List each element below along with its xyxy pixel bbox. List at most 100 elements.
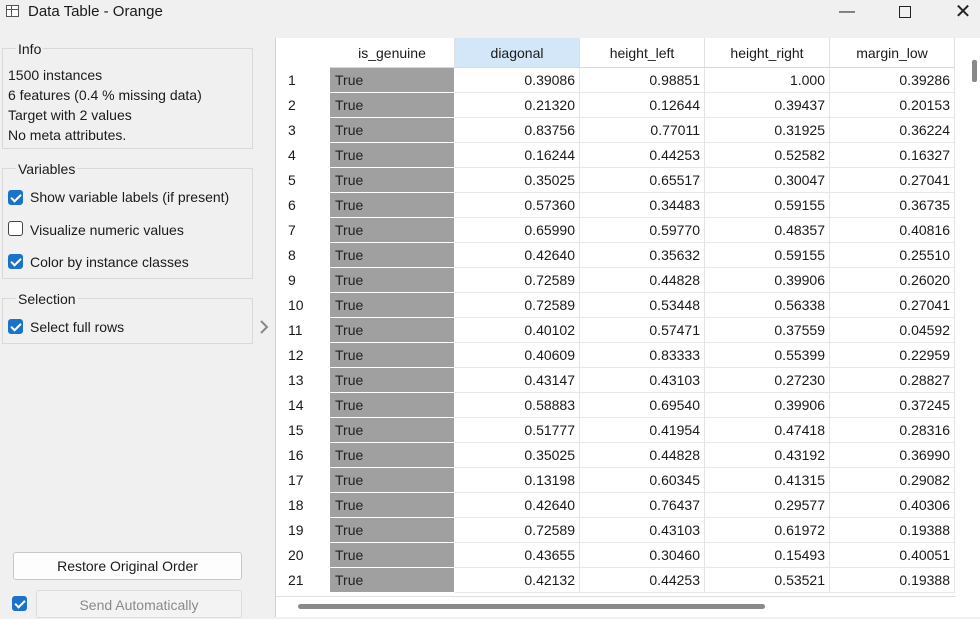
value-cell[interactable]: 0.44828 (580, 268, 705, 293)
value-cell[interactable]: 0.28827 (830, 368, 955, 393)
value-cell[interactable]: 0.72589 (455, 518, 580, 543)
table-row[interactable]: 2 True 0.21320 0.12644 0.39437 0.20153 (276, 93, 956, 118)
value-cell[interactable]: 0.59155 (705, 193, 830, 218)
class-cell[interactable]: True (330, 543, 454, 567)
class-cell[interactable]: True (330, 443, 454, 467)
value-cell[interactable]: 0.13198 (455, 468, 580, 493)
value-cell[interactable]: 0.29577 (705, 493, 830, 518)
value-cell[interactable]: 0.40051 (830, 543, 955, 568)
horizontal-scrollbar[interactable] (298, 604, 765, 609)
table-row[interactable]: 15 True 0.51777 0.41954 0.47418 0.28316 (276, 418, 956, 443)
value-cell[interactable]: 0.41315 (705, 468, 830, 493)
table-row[interactable]: 13 True 0.43147 0.43103 0.27230 0.28827 (276, 368, 956, 393)
table-row[interactable]: 9 True 0.72589 0.44828 0.39906 0.26020 (276, 268, 956, 293)
value-cell[interactable]: 0.35025 (455, 168, 580, 193)
color-by-class-checkbox[interactable] (8, 254, 23, 269)
class-cell[interactable]: True (330, 193, 454, 217)
class-cell[interactable]: True (330, 393, 454, 417)
send-auto-checkbox[interactable] (12, 596, 27, 611)
show-labels-label[interactable]: Show variable labels (if present) (30, 189, 230, 205)
value-cell[interactable]: 0.53521 (705, 568, 830, 593)
table-row[interactable]: 4 True 0.16244 0.44253 0.52582 0.16327 (276, 143, 956, 168)
value-cell[interactable]: 0.39286 (830, 68, 955, 93)
table-row[interactable]: 21 True 0.42132 0.44253 0.53521 0.19388 (276, 568, 956, 593)
value-cell[interactable]: 0.59770 (580, 218, 705, 243)
data-table[interactable]: is_genuine diagonal height_left height_righ… (275, 38, 980, 617)
class-cell[interactable]: True (330, 368, 454, 392)
table-row[interactable]: 17 True 0.13198 0.60345 0.41315 0.29082 (276, 468, 956, 493)
value-cell[interactable]: 0.43103 (580, 368, 705, 393)
class-cell[interactable]: True (330, 568, 454, 592)
show-labels-checkbox[interactable] (8, 190, 23, 205)
value-cell[interactable]: 0.43103 (580, 518, 705, 543)
value-cell[interactable]: 0.40306 (830, 493, 955, 518)
value-cell[interactable]: 0.57471 (580, 318, 705, 343)
table-row[interactable]: 7 True 0.65990 0.59770 0.48357 0.40816 (276, 218, 956, 243)
value-cell[interactable]: 0.04592 (830, 318, 955, 343)
value-cell[interactable]: 0.40102 (455, 318, 580, 343)
value-cell[interactable]: 0.59155 (705, 243, 830, 268)
table-row[interactable]: 12 True 0.40609 0.83333 0.55399 0.22959 (276, 343, 956, 368)
table-row[interactable]: 6 True 0.57360 0.34483 0.59155 0.36735 (276, 193, 956, 218)
value-cell[interactable]: 0.44828 (580, 443, 705, 468)
vertical-scrollbar[interactable] (972, 60, 977, 82)
value-cell[interactable]: 0.31925 (705, 118, 830, 143)
value-cell[interactable]: 0.47418 (705, 418, 830, 443)
visualize-numeric-checkbox[interactable] (8, 221, 23, 236)
value-cell[interactable]: 0.51777 (455, 418, 580, 443)
value-cell[interactable]: 0.42132 (455, 568, 580, 593)
value-cell[interactable]: 0.72589 (455, 293, 580, 318)
value-cell[interactable]: 0.65990 (455, 218, 580, 243)
class-cell[interactable]: True (330, 343, 454, 367)
value-cell[interactable]: 0.36990 (830, 443, 955, 468)
table-row[interactable]: 14 True 0.58883 0.69540 0.39906 0.37245 (276, 393, 956, 418)
value-cell[interactable]: 0.36735 (830, 193, 955, 218)
close-button[interactable]: ✕ (940, 0, 980, 24)
column-header-margin-low[interactable]: margin_low (830, 38, 955, 68)
value-cell[interactable]: 0.83756 (455, 118, 580, 143)
select-full-rows-checkbox[interactable] (8, 319, 23, 334)
value-cell[interactable]: 0.15493 (705, 543, 830, 568)
value-cell[interactable]: 0.36224 (830, 118, 955, 143)
value-cell[interactable]: 0.28316 (830, 418, 955, 443)
table-row[interactable]: 10 True 0.72589 0.53448 0.56338 0.27041 (276, 293, 956, 318)
value-cell[interactable]: 0.16327 (830, 143, 955, 168)
restore-order-button[interactable]: Restore Original Order (13, 552, 242, 580)
select-full-rows-label[interactable]: Select full rows (30, 319, 125, 335)
value-cell[interactable]: 0.42640 (455, 493, 580, 518)
value-cell[interactable]: 0.53448 (580, 293, 705, 318)
value-cell[interactable]: 0.12644 (580, 93, 705, 118)
value-cell[interactable]: 0.58883 (455, 393, 580, 418)
value-cell[interactable]: 0.40816 (830, 218, 955, 243)
value-cell[interactable]: 0.37245 (830, 393, 955, 418)
value-cell[interactable]: 0.44253 (580, 568, 705, 593)
class-cell[interactable]: True (330, 218, 454, 242)
value-cell[interactable]: 0.55399 (705, 343, 830, 368)
value-cell[interactable]: 0.22959 (830, 343, 955, 368)
value-cell[interactable]: 0.16244 (455, 143, 580, 168)
value-cell[interactable]: 0.27041 (830, 168, 955, 193)
class-cell[interactable]: True (330, 68, 454, 92)
value-cell[interactable]: 0.43147 (455, 368, 580, 393)
value-cell[interactable]: 0.19388 (830, 518, 955, 543)
value-cell[interactable]: 0.41954 (580, 418, 705, 443)
value-cell[interactable]: 0.43655 (455, 543, 580, 568)
table-row[interactable]: 18 True 0.42640 0.76437 0.29577 0.40306 (276, 493, 956, 518)
value-cell[interactable]: 0.30460 (580, 543, 705, 568)
color-by-class-label[interactable]: Color by instance classes (30, 254, 189, 270)
column-header-is-genuine[interactable]: is_genuine (330, 38, 455, 68)
class-cell[interactable]: True (330, 293, 454, 317)
class-cell[interactable]: True (330, 118, 454, 142)
send-automatically-button[interactable]: Send Automatically (36, 590, 242, 618)
value-cell[interactable]: 0.25510 (830, 243, 955, 268)
class-cell[interactable]: True (330, 418, 454, 442)
class-cell[interactable]: True (330, 168, 454, 192)
column-header-height-right[interactable]: height_right (705, 38, 830, 68)
class-cell[interactable]: True (330, 143, 454, 167)
value-cell[interactable]: 0.39906 (705, 268, 830, 293)
value-cell[interactable]: 0.40609 (455, 343, 580, 368)
table-row[interactable]: 5 True 0.35025 0.65517 0.30047 0.27041 (276, 168, 956, 193)
value-cell[interactable]: 0.76437 (580, 493, 705, 518)
class-cell[interactable]: True (330, 518, 454, 542)
value-cell[interactable]: 0.56338 (705, 293, 830, 318)
